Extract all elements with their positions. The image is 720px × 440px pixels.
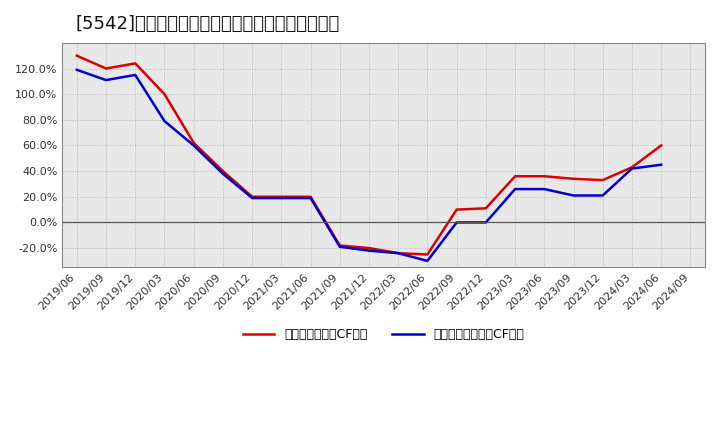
有利子負債フリーCF比率 xyxy=(102,77,110,83)
有利子負債営業CF比率 xyxy=(102,66,110,71)
有利子負債営業CF比率 xyxy=(394,250,402,256)
有利子負債営業CF比率 xyxy=(277,194,286,199)
Line: 有利子負債営業CF比率: 有利子負債営業CF比率 xyxy=(77,56,661,254)
有利子負債フリーCF比率 xyxy=(365,248,374,253)
有利子負債営業CF比率 xyxy=(73,53,81,59)
Text: [5542]　有利子負債キャッシュフロー比率の推移: [5542] 有利子負債キャッシュフロー比率の推移 xyxy=(75,15,339,33)
有利子負債フリーCF比率 xyxy=(248,195,256,201)
有利子負債フリーCF比率 xyxy=(482,220,490,225)
有利子負債営業CF比率 xyxy=(131,61,140,66)
有利子負債フリーCF比率 xyxy=(540,187,549,192)
有利子負債フリーCF比率 xyxy=(452,220,461,225)
有利子負債営業CF比率 xyxy=(452,207,461,212)
有利子負債営業CF比率 xyxy=(365,246,374,251)
有利子負債フリーCF比率 xyxy=(423,258,432,264)
有利子負債フリーCF比率 xyxy=(73,67,81,73)
有利子負債フリーCF比率 xyxy=(336,244,344,249)
有利子負債フリーCF比率 xyxy=(219,171,228,176)
有利子負債営業CF比率 xyxy=(570,176,578,181)
有利子負債フリーCF比率 xyxy=(306,195,315,201)
有利子負債営業CF比率 xyxy=(336,243,344,248)
有利子負債営業CF比率 xyxy=(628,165,636,170)
Line: 有利子負債フリーCF比率: 有利子負債フリーCF比率 xyxy=(77,70,661,261)
有利子負債営業CF比率 xyxy=(219,169,228,174)
有利子負債営業CF比率 xyxy=(510,174,519,179)
有利子負債営業CF比率 xyxy=(540,174,549,179)
有利子負債営業CF比率 xyxy=(657,143,665,148)
有利子負債フリーCF比率 xyxy=(510,187,519,192)
有利子負債フリーCF比率 xyxy=(131,72,140,77)
有利子負債フリーCF比率 xyxy=(598,193,607,198)
有利子負債営業CF比率 xyxy=(423,252,432,257)
有利子負債営業CF比率 xyxy=(189,140,198,146)
有利子負債フリーCF比率 xyxy=(277,195,286,201)
有利子負債フリーCF比率 xyxy=(160,118,168,124)
有利子負債フリーCF比率 xyxy=(570,193,578,198)
有利子負債営業CF比率 xyxy=(482,205,490,211)
有利子負債営業CF比率 xyxy=(160,92,168,97)
有利子負債営業CF比率 xyxy=(306,194,315,199)
有利子負債フリーCF比率 xyxy=(189,143,198,148)
有利子負債フリーCF比率 xyxy=(628,166,636,171)
有利子負債営業CF比率 xyxy=(248,194,256,199)
Legend: 有利子負債営業CF比率, 有利子負債フリーCF比率: 有利子負債営業CF比率, 有利子負債フリーCF比率 xyxy=(238,323,529,346)
有利子負債フリーCF比率 xyxy=(394,250,402,256)
有利子負債フリーCF比率 xyxy=(657,162,665,167)
有利子負債営業CF比率 xyxy=(598,177,607,183)
